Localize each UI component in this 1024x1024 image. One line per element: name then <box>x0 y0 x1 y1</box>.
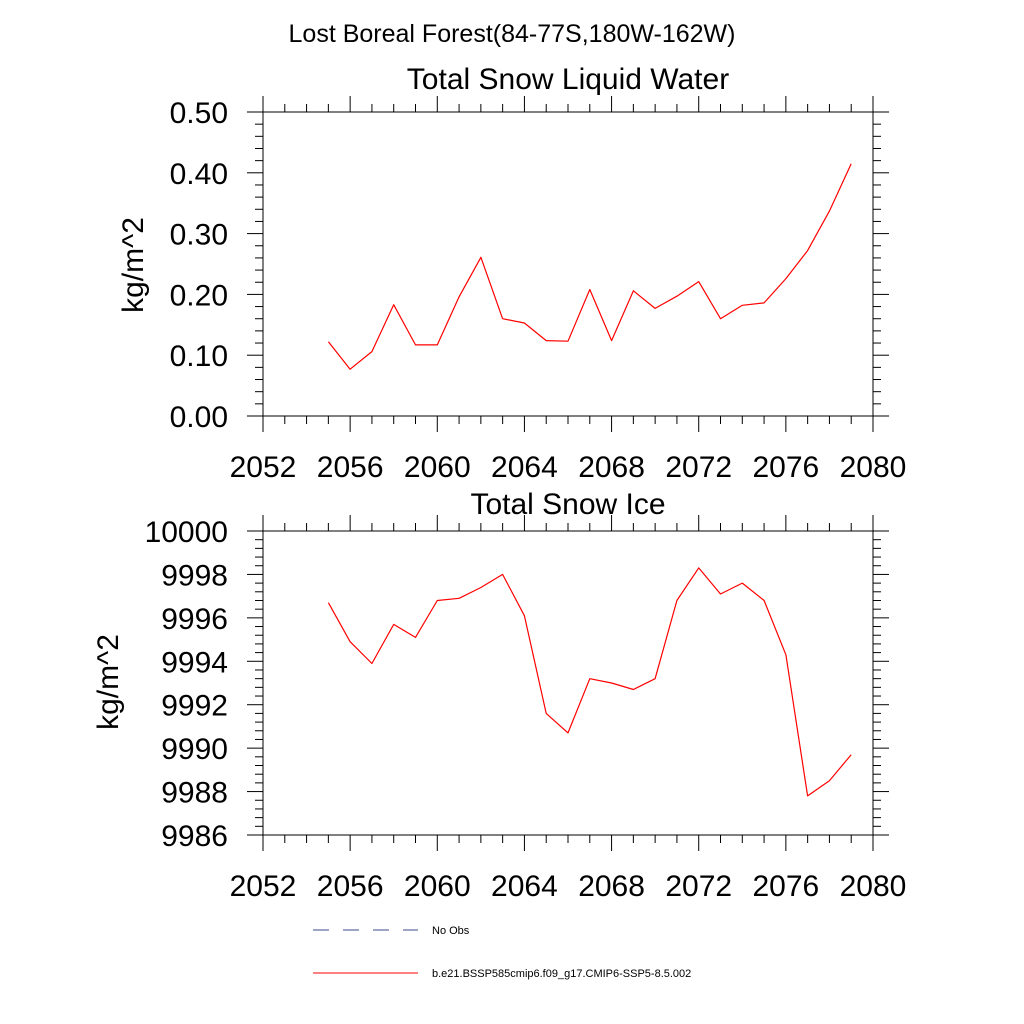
legend-label-no-obs: No Obs <box>432 925 470 937</box>
y-tick-label-snow-ice: 9998 <box>161 559 228 592</box>
legend-label-model: b.e21.BSSP585cmip6.f09_g17.CMIP6-SSP5-8.… <box>432 968 691 980</box>
y-tick-label-snow-ice: 10000 <box>145 516 228 549</box>
x-tick-label-snow-liquid-water: 2060 <box>404 451 471 484</box>
figure-title: Lost Boreal Forest(84-77S,180W-162W) <box>289 20 736 48</box>
series-line-snow-ice <box>327 567 852 797</box>
panel-title-snow-ice: Total Snow Ice <box>470 488 665 521</box>
x-tick-label-snow-liquid-water: 2056 <box>317 451 384 484</box>
x-tick-label-snow-ice: 2080 <box>840 870 907 903</box>
panel-snow-ice: Total Snow Ice kg/m^2 2052 2056 2060 2064 20… <box>92 488 906 903</box>
x-tick-label-snow-liquid-water: 2052 <box>230 451 297 484</box>
y-axis-label-snow-ice: kg/m^2 <box>92 634 125 730</box>
panel-snow-liquid-water: Total Snow Liquid Water kg/m^2 2052 2056 2… <box>117 63 906 484</box>
x-tick-label-snow-liquid-water: 2080 <box>840 451 907 484</box>
y-tick-label-snow-liquid-water: 0.30 <box>170 219 228 252</box>
x-tick-label-snow-ice: 2052 <box>230 870 297 903</box>
legend: No Obs b.e21.BSSP585cmip6.f09_g17.CMIP6-… <box>313 925 691 980</box>
x-tick-label-snow-ice: 2060 <box>404 870 471 903</box>
y-tick-label-snow-liquid-water: 0.20 <box>170 279 228 312</box>
y-tick-label-snow-ice: 9992 <box>161 690 228 723</box>
x-tick-label-snow-ice: 2056 <box>317 870 384 903</box>
x-tick-label-snow-ice: 2068 <box>578 870 645 903</box>
x-tick-label-snow-ice: 2072 <box>665 870 732 903</box>
y-tick-label-snow-liquid-water: 0.40 <box>170 158 228 191</box>
x-tick-label-snow-liquid-water: 2076 <box>752 451 819 484</box>
series-line-snow-liquid-water <box>327 163 852 370</box>
x-tick-label-snow-ice: 2064 <box>491 870 558 903</box>
x-tick-label-snow-ice: 2076 <box>752 870 819 903</box>
x-tick-label-snow-liquid-water: 2064 <box>491 451 558 484</box>
y-tick-label-snow-ice: 9994 <box>161 646 228 679</box>
y-axis-label-snow-liquid-water: kg/m^2 <box>117 217 150 313</box>
y-tick-label-snow-liquid-water: 0.00 <box>170 401 228 434</box>
x-tick-label-snow-liquid-water: 2072 <box>665 451 732 484</box>
x-tick-label-snow-liquid-water: 2068 <box>578 451 645 484</box>
y-tick-label-snow-ice: 9996 <box>161 603 228 636</box>
y-tick-label-snow-ice: 9988 <box>161 777 228 810</box>
panel-title-snow-liquid-water: Total Snow Liquid Water <box>407 63 729 96</box>
y-tick-label-snow-liquid-water: 0.10 <box>170 340 228 373</box>
y-tick-label-snow-ice: 9986 <box>161 820 228 853</box>
y-tick-label-snow-ice: 9990 <box>161 733 228 766</box>
y-tick-label-snow-liquid-water: 0.50 <box>170 97 228 130</box>
